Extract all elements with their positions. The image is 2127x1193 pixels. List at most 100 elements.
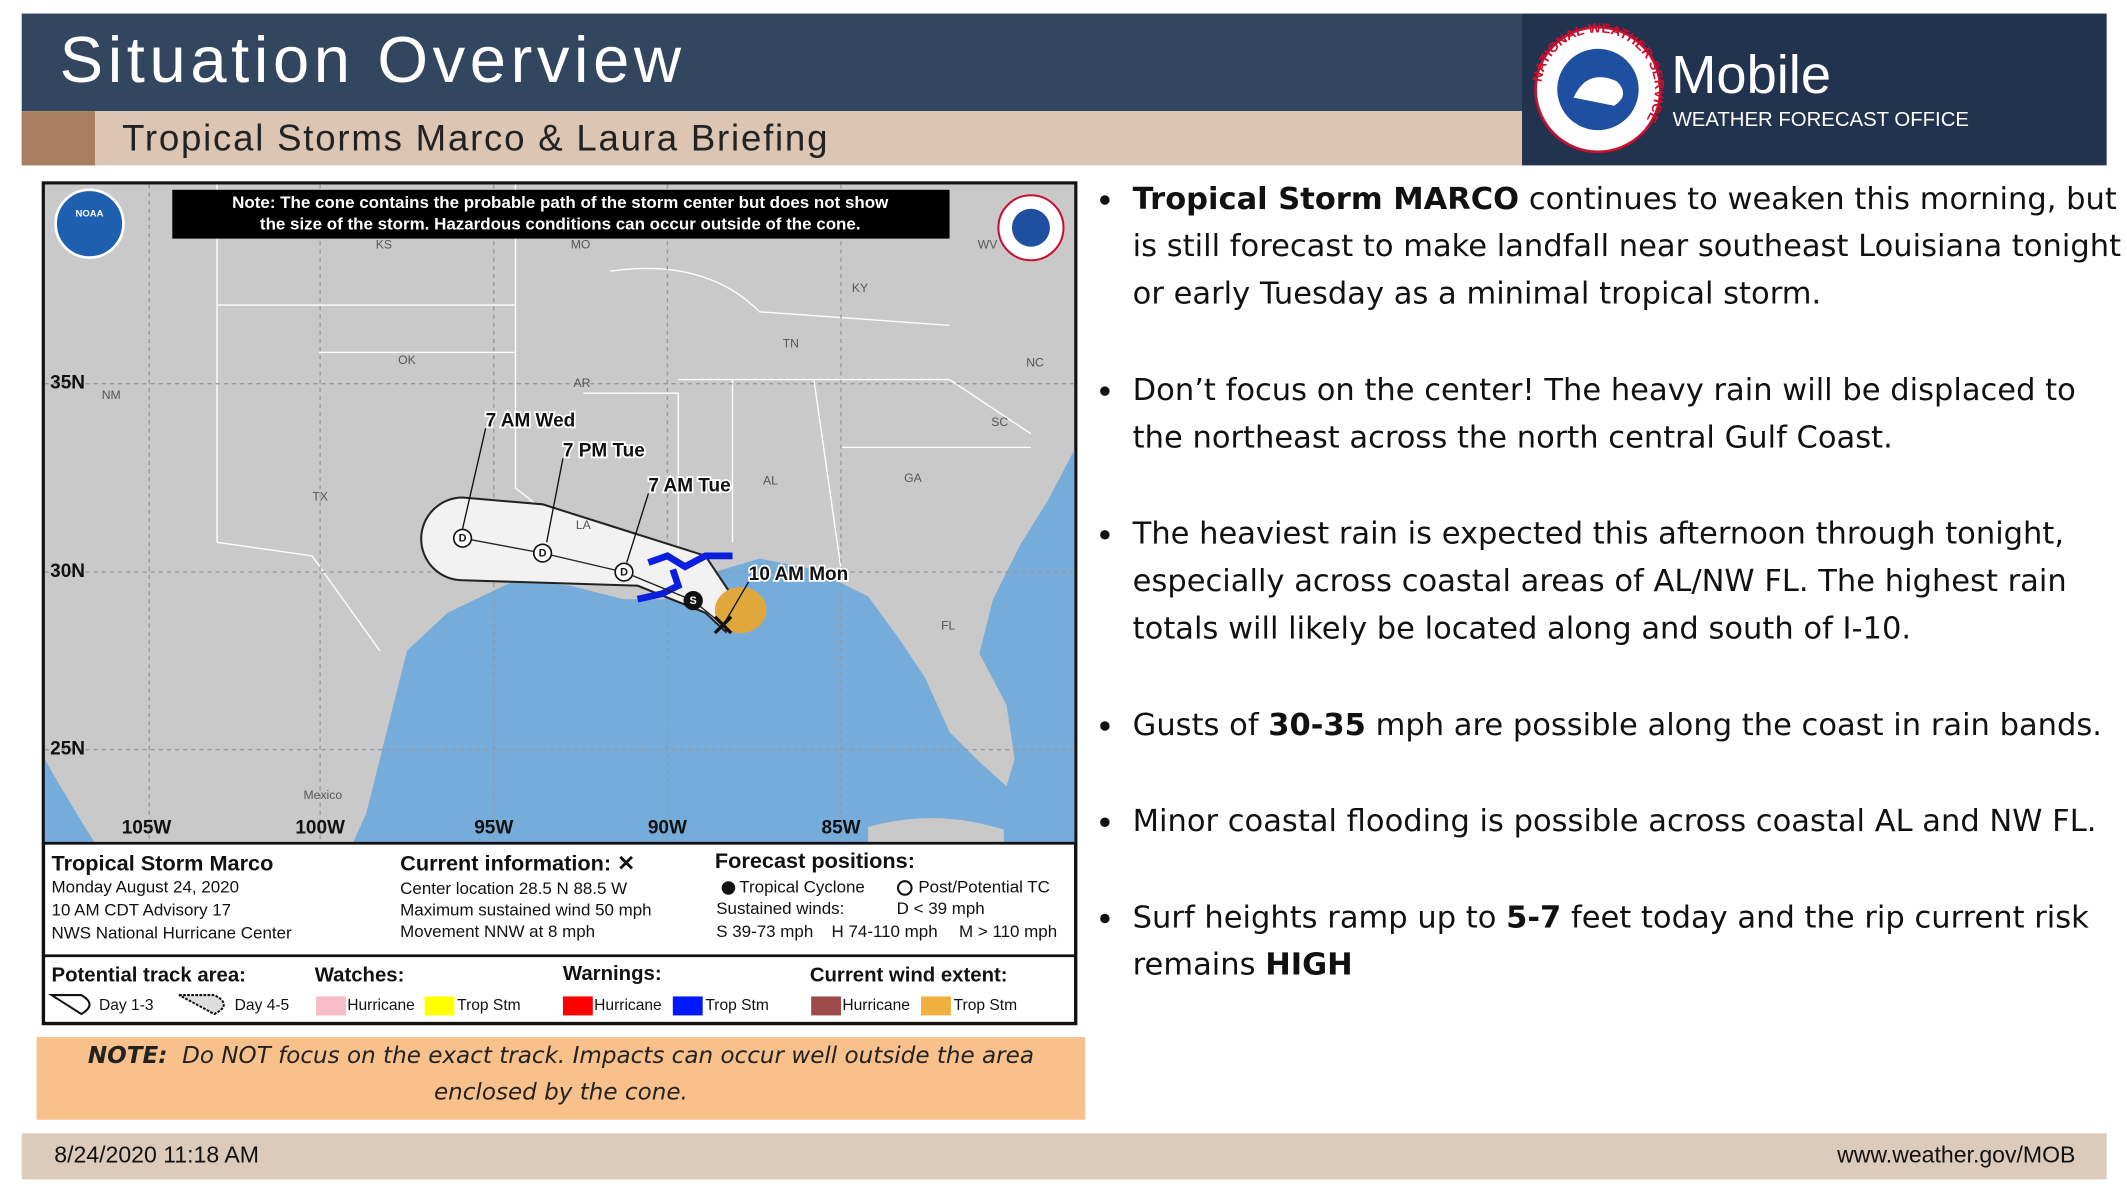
- legend-text: Hurricane: [842, 997, 910, 1014]
- forecast-time: 7 AM Wed: [486, 411, 576, 432]
- warning-line: [636, 568, 683, 603]
- bullets-box: Tropical Storm MARCO continues to weaken…: [1091, 176, 2122, 1132]
- lon-label: 100W: [295, 817, 345, 838]
- lat-label: 35N: [50, 373, 85, 394]
- bullet-text: Tropical Storm MARCO: [1132, 181, 1520, 217]
- gulf: [352, 449, 1075, 844]
- legend-text: Forecast positions:: [715, 848, 915, 873]
- pacific: [44, 759, 95, 844]
- state-label: GA: [904, 471, 922, 485]
- lon-label: 85W: [822, 817, 861, 838]
- forecast-time: 7 AM Tue: [648, 476, 730, 497]
- footer-date: 8/24/2020 11:18 AM: [54, 1141, 259, 1167]
- title: Situation Overview: [60, 23, 682, 96]
- legend-text: NWS National Hurricane Center: [52, 924, 292, 943]
- noaa-label: NOAA: [76, 209, 104, 220]
- lat-label: 30N: [50, 561, 85, 582]
- office: Mobile: [1671, 45, 1831, 105]
- legend-text: Potential track area:: [52, 964, 246, 986]
- legend-symbol: [721, 881, 736, 895]
- legend-text: Hurricane: [347, 997, 415, 1014]
- state-label: SC: [991, 415, 1008, 429]
- legend-text: Monday August 24, 2020: [52, 877, 239, 896]
- note-text-box: NOTE: Do NOT focus on the exact track. I…: [41, 1038, 1081, 1111]
- subtitle: Tropical Storms Marco & Laura Briefing: [122, 118, 827, 159]
- bullet-text: 30-35: [1268, 707, 1366, 743]
- state-label: NC: [1026, 356, 1044, 370]
- forecast-point-label: D: [620, 567, 628, 579]
- forecast-point: [532, 543, 553, 563]
- state-label: Mexico: [304, 788, 343, 802]
- legend-text: Tropical Cyclone: [739, 877, 865, 896]
- legend-text: Hurricane: [594, 997, 662, 1014]
- lat-label: 25N: [50, 739, 85, 760]
- legend-text: Trop Stm: [954, 997, 1018, 1014]
- legend-swatch: [424, 996, 455, 1016]
- bullet-text: feet today and the rip current risk rema…: [1132, 900, 2089, 983]
- legend-symbol: [48, 994, 91, 1016]
- leader-lines: [461, 428, 750, 622]
- legend-swatch: [811, 996, 842, 1016]
- state-label: NM: [102, 388, 121, 402]
- cuba: [868, 818, 1004, 844]
- map-note: the size of the storm. Hazardous conditi…: [260, 215, 861, 234]
- current-position: [713, 615, 733, 635]
- legend-text: Warnings:: [563, 963, 662, 985]
- noaa-logo: [54, 188, 125, 259]
- bullet-text: HIGH: [1265, 947, 1353, 983]
- state-label: TN: [783, 337, 799, 351]
- lon-label: 90W: [648, 817, 687, 838]
- state-label: OK: [398, 353, 416, 367]
- bullet-text: Gusts of: [1132, 707, 1269, 743]
- legend-text: D < 39 mph: [897, 899, 985, 918]
- office-subtitle: WEATHER FORECAST OFFICE: [1673, 109, 1969, 131]
- map-note-box: [172, 189, 950, 239]
- bullet-text: mph are possible along the coast in rain…: [1365, 707, 2103, 743]
- forecast-point-label: S: [690, 595, 697, 607]
- accent: [21, 111, 95, 166]
- state-label: FL: [941, 619, 955, 633]
- state-label: WV: [978, 238, 999, 252]
- note-text: NOTE: Do NOT focus on the exact track. I…: [41, 1038, 1081, 1111]
- map: Note: The cone contains the probable pat…: [44, 184, 1075, 844]
- legend-text: Watches:: [315, 964, 405, 986]
- bullet-list: Tropical Storm MARCO continues to weaken…: [1091, 176, 2122, 989]
- legend-text: Tropical Storm Marco: [52, 851, 274, 876]
- bullet-text: The heaviest rain is expected this after…: [1132, 516, 2067, 647]
- note-body: Do NOT focus on the exact track. Impacts…: [182, 1042, 1034, 1107]
- lon-label: 105W: [122, 817, 172, 838]
- forecast-point: [683, 590, 703, 611]
- footer-bar: [21, 1133, 2107, 1180]
- legend-text: Center location 28.5 N 88.5 W: [400, 879, 627, 898]
- state-label: AL: [763, 473, 778, 487]
- legend-text: M > 110 mph: [959, 922, 1057, 941]
- legend-text: Sustained winds:: [716, 899, 844, 918]
- legend-text: S 39-73 mph: [716, 922, 813, 941]
- legend-text: Movement NNW at 8 mph: [400, 922, 595, 941]
- lon-label: 95W: [474, 817, 513, 838]
- legend-swatch: [672, 996, 703, 1016]
- legend-text: Current wind extent:: [810, 964, 1008, 986]
- legend-swatch: [316, 996, 346, 1016]
- state-label: TX: [312, 490, 328, 504]
- state-label: LA: [576, 518, 592, 532]
- legend-text: Post/Potential TC: [918, 877, 1050, 896]
- legend-swatch: [921, 996, 951, 1016]
- map-note: Note: The cone contains the probable pat…: [232, 193, 889, 212]
- bullet: Tropical Storm MARCO continues to weaken…: [1127, 176, 2121, 318]
- bullet: Surf heights ramp up to 5-7 feet today a…: [1127, 895, 2121, 990]
- state-label: KY: [852, 281, 868, 295]
- bullet: Gusts of 30-35 mph are possible along th…: [1127, 702, 2121, 749]
- forecast-point: [452, 528, 473, 548]
- forecast-point: [614, 562, 634, 582]
- bullets: Tropical Storm MARCO continues to weaken…: [1091, 176, 2122, 989]
- legend-swatch: [562, 996, 593, 1016]
- legend-text: Maximum sustained wind 50 mph: [400, 901, 651, 920]
- bullet-text: Don’t focus on the center! The heavy rai…: [1132, 372, 2076, 456]
- nws-small-center: [1011, 208, 1050, 247]
- legend-text: 10 AM CDT Advisory 17: [52, 901, 232, 920]
- legend-symbol: [896, 880, 913, 896]
- bullet: Don’t focus on the center! The heavy rai…: [1127, 367, 2121, 462]
- state-label: KS: [376, 238, 392, 252]
- forecast-time: 10 AM Mon: [749, 564, 848, 585]
